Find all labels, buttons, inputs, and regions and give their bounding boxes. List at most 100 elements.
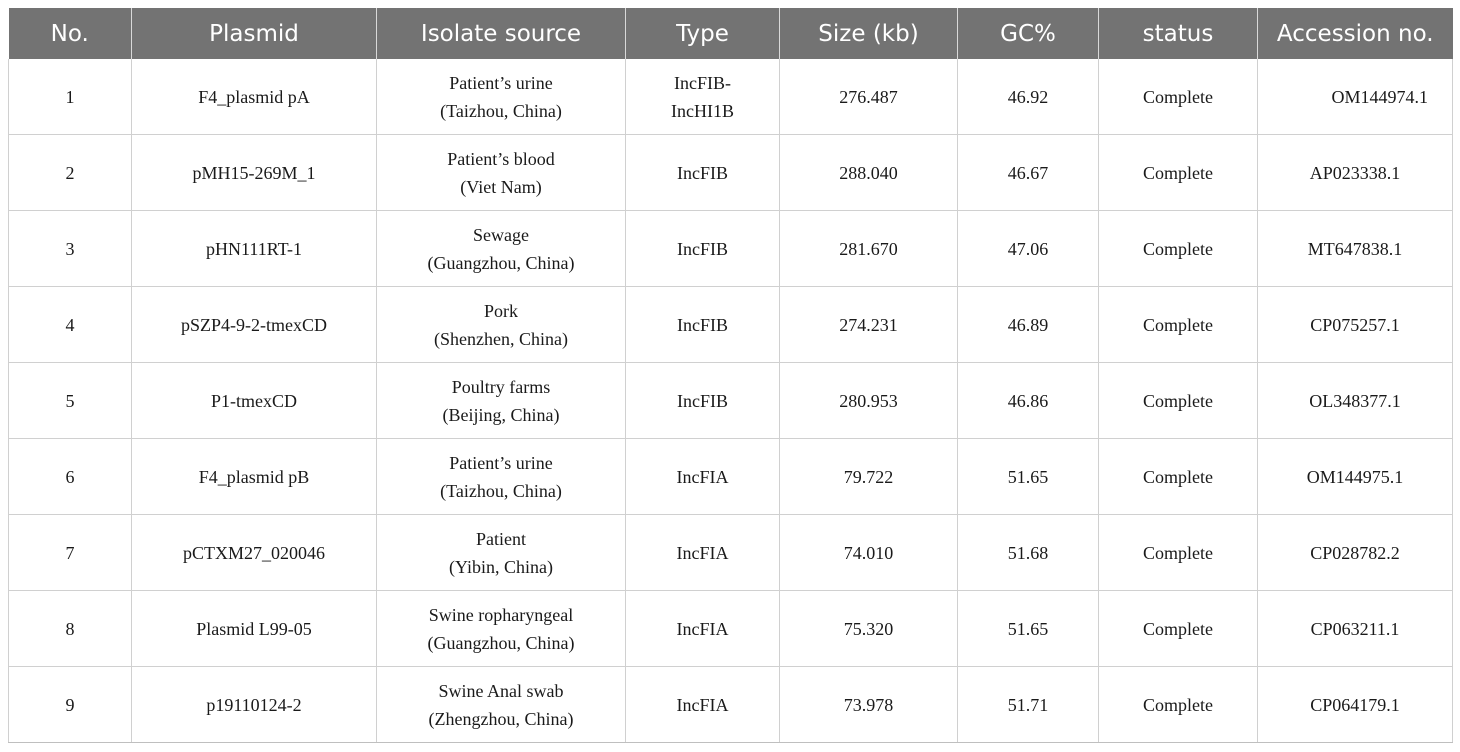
cell-no: 4 — [8, 286, 132, 363]
cell-status: Complete — [1098, 514, 1258, 591]
cell-gc: 46.89 — [957, 286, 1099, 363]
cell-status: Complete — [1098, 666, 1258, 743]
cell-type: IncFIB — [625, 134, 780, 211]
source-line-1: Patient’s urine — [449, 452, 553, 473]
cell-size: 276.487 — [779, 59, 958, 135]
plasmid-table: No. Plasmid Isolate source Type Size (kb… — [8, 8, 1453, 743]
header-accession: Accession no. — [1257, 8, 1453, 59]
cell-status: Complete — [1098, 59, 1258, 135]
source-line-2: (Yibin, China) — [449, 556, 553, 577]
cell-isolate-source: Sewage (Guangzhou, China) — [376, 210, 626, 287]
cell-plasmid: pSZP4-9-2-tmexCD — [131, 286, 377, 363]
header-status: status — [1098, 8, 1258, 59]
table-row: 9 p19110124-2 Swine Anal swab (Zhengzhou… — [8, 666, 1453, 743]
cell-type: IncFIA — [625, 590, 780, 667]
cell-gc: 51.65 — [957, 438, 1099, 515]
source-line-1: Poultry farms — [451, 376, 551, 397]
cell-size: 288.040 — [779, 134, 958, 211]
cell-accession: OM144974.1 — [1257, 59, 1453, 135]
header-type: Type — [625, 8, 780, 59]
source-line-2: (Viet Nam) — [460, 176, 542, 197]
cell-no: 1 — [8, 59, 132, 135]
table-row: 6 F4_plasmid pB Patient’s urine (Taizhou… — [8, 438, 1453, 515]
cell-accession: AP023338.1 — [1257, 134, 1453, 211]
cell-plasmid: F4_plasmid pA — [131, 59, 377, 135]
source-line-2: (Guangzhou, China) — [427, 632, 575, 653]
table-row: 5 P1-tmexCD Poultry farms (Beijing, Chin… — [8, 362, 1453, 439]
cell-type: IncFIB — [625, 210, 780, 287]
cell-accession: MT647838.1 — [1257, 210, 1453, 287]
plasmid-table-container: No. Plasmid Isolate source Type Size (kb… — [8, 8, 1453, 743]
cell-size: 79.722 — [779, 438, 958, 515]
header-isolate-source: Isolate source — [376, 8, 626, 59]
cell-accession: CP063211.1 — [1257, 590, 1453, 667]
source-line-1: Patient’s blood — [447, 148, 555, 169]
source-line-1: Patient — [476, 528, 526, 549]
header-gc: GC% — [957, 8, 1099, 59]
cell-type: IncFIA — [625, 666, 780, 743]
cell-gc: 51.65 — [957, 590, 1099, 667]
cell-gc: 46.86 — [957, 362, 1099, 439]
source-line-2: (Taizhou, China) — [440, 100, 562, 121]
cell-isolate-source: Patient’s urine (Taizhou, China) — [376, 438, 626, 515]
type-line-2: IncHI1B — [671, 100, 734, 121]
source-line-2: (Beijing, China) — [442, 404, 560, 425]
cell-no: 6 — [8, 438, 132, 515]
cell-status: Complete — [1098, 362, 1258, 439]
cell-size: 274.231 — [779, 286, 958, 363]
cell-gc: 51.71 — [957, 666, 1099, 743]
cell-no: 3 — [8, 210, 132, 287]
source-line-1: Patient’s urine — [449, 72, 553, 93]
cell-isolate-source: Patient (Yibin, China) — [376, 514, 626, 591]
table-row: 7 pCTXM27_020046 Patient (Yibin, China) … — [8, 514, 1453, 591]
cell-size: 73.978 — [779, 666, 958, 743]
cell-size: 281.670 — [779, 210, 958, 287]
cell-status: Complete — [1098, 590, 1258, 667]
cell-isolate-source: Pork (Shenzhen, China) — [376, 286, 626, 363]
source-line-1: Sewage — [473, 224, 529, 245]
header-size: Size (kb) — [779, 8, 958, 59]
cell-plasmid: F4_plasmid pB — [131, 438, 377, 515]
cell-type: IncFIA — [625, 438, 780, 515]
cell-plasmid: pMH15-269M_1 — [131, 134, 377, 211]
source-line-1: Swine Anal swab — [438, 680, 564, 701]
source-line-1: Pork — [483, 300, 518, 321]
cell-accession: CP064179.1 — [1257, 666, 1453, 743]
source-line-2: (Zhengzhou, China) — [428, 708, 574, 729]
source-line-2: (Shenzhen, China) — [434, 328, 568, 349]
cell-isolate-source: Swine ropharyngeal (Guangzhou, China) — [376, 590, 626, 667]
cell-type: IncFIB — [625, 286, 780, 363]
table-row: 8 Plasmid L99-05 Swine ropharyngeal (Gua… — [8, 590, 1453, 667]
cell-plasmid: p19110124-2 — [131, 666, 377, 743]
cell-size: 75.320 — [779, 590, 958, 667]
cell-no: 7 — [8, 514, 132, 591]
cell-accession: CP028782.2 — [1257, 514, 1453, 591]
cell-gc: 46.92 — [957, 59, 1099, 135]
cell-status: Complete — [1098, 286, 1258, 363]
table-row: 3 pHN111RT-1 Sewage (Guangzhou, China) I… — [8, 210, 1453, 287]
cell-plasmid: Plasmid L99-05 — [131, 590, 377, 667]
cell-isolate-source: Poultry farms (Beijing, China) — [376, 362, 626, 439]
header-no: No. — [8, 8, 132, 59]
cell-accession: CP075257.1 — [1257, 286, 1453, 363]
cell-plasmid: P1-tmexCD — [131, 362, 377, 439]
cell-accession: OL348377.1 — [1257, 362, 1453, 439]
cell-status: Complete — [1098, 438, 1258, 515]
cell-plasmid: pCTXM27_020046 — [131, 514, 377, 591]
cell-size: 74.010 — [779, 514, 958, 591]
cell-no: 8 — [8, 590, 132, 667]
cell-isolate-source: Patient’s urine (Taizhou, China) — [376, 59, 626, 135]
source-line-2: (Taizhou, China) — [440, 480, 562, 501]
cell-isolate-source: Patient’s blood (Viet Nam) — [376, 134, 626, 211]
source-line-2: (Guangzhou, China) — [427, 252, 575, 273]
cell-size: 280.953 — [779, 362, 958, 439]
cell-type: IncFIA — [625, 514, 780, 591]
cell-type: IncFIB- IncHI1B — [625, 59, 780, 135]
cell-status: Complete — [1098, 210, 1258, 287]
cell-no: 9 — [8, 666, 132, 743]
cell-no: 5 — [8, 362, 132, 439]
table-row: 2 pMH15-269M_1 Patient’s blood (Viet Nam… — [8, 134, 1453, 211]
cell-status: Complete — [1098, 134, 1258, 211]
cell-gc: 47.06 — [957, 210, 1099, 287]
source-line-1: Swine ropharyngeal — [428, 604, 574, 625]
